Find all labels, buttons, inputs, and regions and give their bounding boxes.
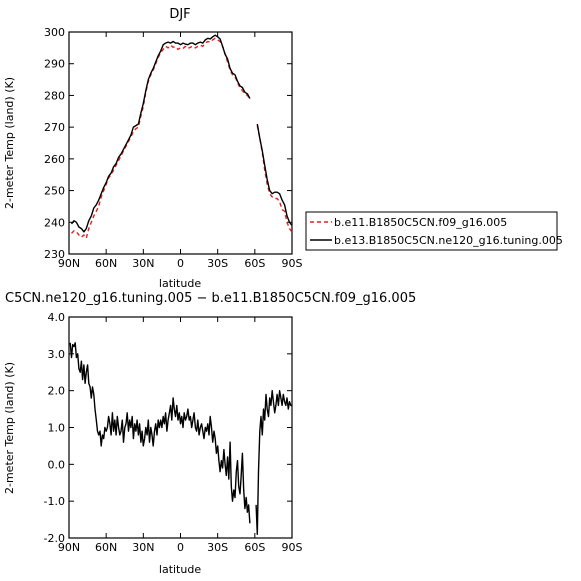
- bottom-x-tick-label: 90S: [282, 541, 303, 554]
- bottom-x-tick-label: 60N: [95, 541, 117, 554]
- bottom-y-tick-label: 0.0: [48, 458, 66, 471]
- bottom-x-axis: 90N 60N 30N 0 30S 60S 90S: [58, 317, 303, 554]
- bottom-panel: C5CN.ne120_g16.tuning.005 − b.e11.B1850C…: [3, 291, 416, 576]
- bottom-y-tick-label: -2.0: [44, 532, 65, 545]
- bottom-series-1-line-segment-2: [255, 390, 292, 535]
- top-series-2-line-segment-1: [70, 34, 251, 233]
- top-series-1-line-segment-1: [70, 37, 251, 239]
- legend-label-series-1: b.e11.B1850C5CN.f09_g16.005: [334, 216, 507, 229]
- top-x-tick-label: 90S: [282, 257, 303, 270]
- top-y-axis: 230 240 250 260 270 280 290 300: [44, 26, 292, 261]
- top-plot-frame: [68, 31, 293, 255]
- top-y-tick-label: 260: [44, 153, 65, 166]
- top-x-tick-label: 30S: [207, 257, 228, 270]
- bottom-x-tick-label: 30N: [132, 541, 154, 554]
- bottom-y-tick-label: -1.0: [44, 495, 65, 508]
- top-y-tick-label: 270: [44, 121, 65, 134]
- top-y-tick-label: 280: [44, 89, 65, 102]
- top-series-2-line-segment-2: [256, 123, 293, 226]
- top-y-tick-label: 250: [44, 185, 65, 198]
- top-chart-title: DJF: [169, 7, 190, 22]
- legend: b.e11.B1850C5CN.f09_g16.005 b.e13.B1850C…: [305, 211, 563, 251]
- bottom-y-tick-label: 4.0: [48, 311, 66, 324]
- top-series-lines: [70, 34, 293, 239]
- top-y-tick-label: 300: [44, 26, 65, 39]
- bottom-y-axis-label: 2-meter Temp (land) (K): [3, 362, 16, 494]
- bottom-y-tick-label: 2.0: [48, 385, 66, 398]
- top-x-tick-label: 60S: [244, 257, 265, 270]
- bottom-y-tick-label: 3.0: [48, 348, 66, 361]
- top-x-tick-label: 30N: [132, 257, 154, 270]
- bottom-y-axis: -2.0 -1.0 0.0 1.0 2.0 3.0 4.0: [44, 311, 292, 545]
- bottom-x-axis-label: latitude: [159, 563, 201, 576]
- top-y-tick-label: 230: [44, 248, 65, 261]
- top-x-axis: 90N 60N 30N 0 30S 60S 90S: [58, 32, 303, 270]
- bottom-x-tick-label: 60S: [244, 541, 265, 554]
- bottom-series-1-line-segment-1: [69, 342, 251, 524]
- bottom-x-tick-label: 90N: [58, 541, 80, 554]
- top-x-tick-label: 0: [177, 257, 184, 270]
- top-x-tick-label: 60N: [95, 257, 117, 270]
- bottom-series-lines: [69, 342, 292, 535]
- top-y-axis-label: 2-meter Temp (land) (K): [3, 77, 16, 209]
- bottom-x-tick-label: 30S: [207, 541, 228, 554]
- bottom-y-tick-label: 1.0: [48, 422, 66, 435]
- top-x-tick-label: 90N: [58, 257, 80, 270]
- legend-box: [305, 211, 558, 251]
- bottom-chart-title: C5CN.ne120_g16.tuning.005 − b.e11.B1850C…: [5, 291, 416, 306]
- bottom-x-tick-label: 0: [177, 541, 184, 554]
- legend-label-series-2: b.e13.B1850C5CN.ne120_g16.tuning.005: [334, 234, 563, 247]
- top-y-tick-label: 240: [44, 216, 65, 229]
- top-x-axis-label: latitude: [159, 277, 201, 290]
- top-series-1-line-segment-2: [256, 125, 293, 233]
- top-y-tick-label: 290: [44, 58, 65, 71]
- top-panel: DJF 230 240 250 260 270 280 290 300 90N 60N 30N 0 3…: [3, 7, 303, 290]
